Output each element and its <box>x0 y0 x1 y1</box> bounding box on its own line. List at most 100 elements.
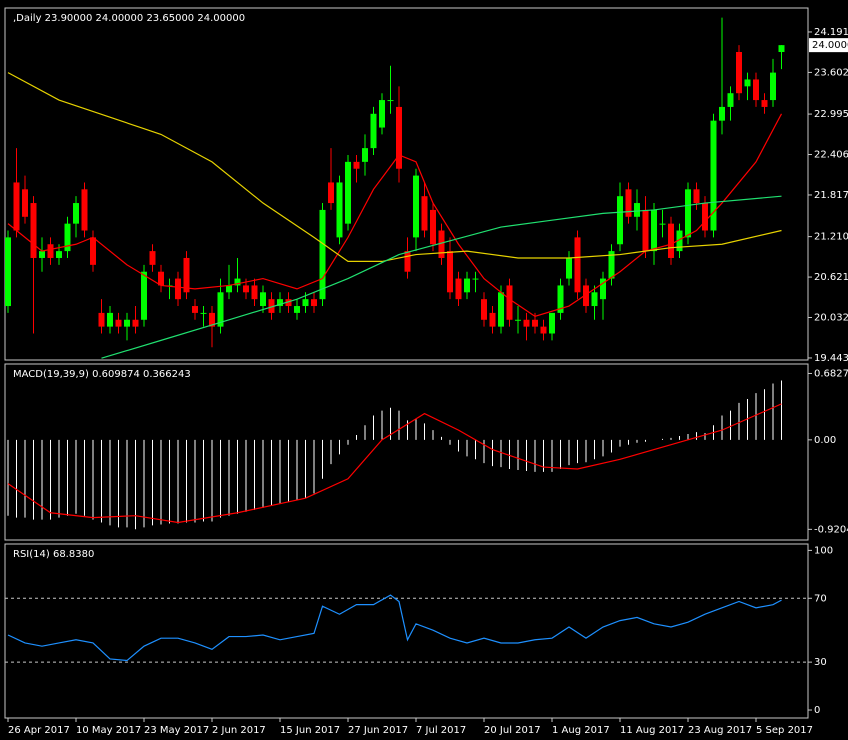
x-tick-label: 23 Aug 2017 <box>688 725 752 736</box>
candle-body <box>549 312 555 334</box>
candle-body <box>200 312 207 314</box>
candle-body <box>608 251 615 279</box>
candle-body <box>73 203 79 224</box>
candle-body <box>243 285 249 293</box>
candle-body <box>81 189 88 231</box>
candle-body <box>328 182 334 204</box>
candle-body <box>107 312 113 327</box>
candle-body <box>591 292 598 307</box>
candle-body <box>574 237 581 293</box>
candle-body <box>47 244 54 258</box>
candle-body <box>370 113 377 149</box>
x-tick-label: 26 Apr 2017 <box>8 725 70 736</box>
candle-body <box>676 230 683 252</box>
candle-body <box>13 182 20 231</box>
candle-body <box>659 223 666 225</box>
price-box <box>809 38 848 53</box>
indicator-line <box>7 594 782 662</box>
candle-body <box>761 100 768 107</box>
candle-body <box>498 292 504 327</box>
candle-body <box>557 285 564 313</box>
candle-body <box>226 285 232 293</box>
candle-body <box>175 278 181 300</box>
candle-body <box>464 278 470 293</box>
candle-body <box>702 203 708 231</box>
candle-body <box>540 326 547 334</box>
x-tick-label: 10 May 2017 <box>76 725 141 736</box>
x-tick-label: 7 Jul 2017 <box>416 725 466 736</box>
candle-body <box>396 106 402 169</box>
x-tick-label: 15 Jun 2017 <box>280 725 340 736</box>
y-tick-label: 21.81780 <box>814 190 848 201</box>
candle-body <box>22 189 28 217</box>
y-tick-label: 20.03280 <box>814 313 848 324</box>
panel-frame <box>4 363 809 541</box>
candle-body <box>64 223 71 252</box>
candle-body <box>719 106 725 121</box>
panel-title: ,Daily 23.90000 24.00000 23.65000 24.000… <box>13 13 245 24</box>
panel-title: RSI(14) 68.8380 <box>13 549 94 560</box>
indicator-line <box>101 195 782 359</box>
candle-body <box>319 209 326 300</box>
x-tick-label: 20 Jul 2017 <box>484 725 541 736</box>
candle-body <box>387 100 394 102</box>
candle-body <box>294 306 300 313</box>
candle-body <box>481 299 487 320</box>
candle-body <box>183 257 190 293</box>
candle-body <box>217 292 224 327</box>
candle-body <box>158 271 164 286</box>
candle-body <box>506 285 513 320</box>
candle-body <box>710 120 717 231</box>
candle-body <box>600 278 606 300</box>
candle-body <box>115 319 122 327</box>
panel-frame <box>4 7 809 361</box>
y-tick-label: 22.40685 <box>814 150 848 161</box>
candle-body <box>192 306 198 313</box>
candle-body <box>336 182 343 238</box>
candle-body <box>268 299 275 313</box>
y-tick-label: 30 <box>814 657 827 668</box>
candle-body <box>141 271 147 320</box>
indicator-line <box>7 72 782 263</box>
y-tick-label: 0.682732 <box>814 368 848 379</box>
candle-body <box>727 93 734 107</box>
candle-body <box>625 189 632 217</box>
x-tick-label: 1 Aug 2017 <box>552 725 610 736</box>
candle-body <box>90 237 96 265</box>
candle-body <box>489 312 496 327</box>
y-tick-label: 0.00 <box>814 435 836 446</box>
x-tick-label: 23 May 2017 <box>144 725 209 736</box>
candle-body <box>472 278 479 280</box>
candle-body <box>685 189 691 238</box>
candle-body <box>642 209 649 252</box>
candle-body <box>413 175 419 238</box>
candle-body <box>311 299 317 307</box>
candle-body <box>39 251 45 258</box>
candle-body <box>515 319 521 321</box>
candle-body <box>124 319 130 327</box>
y-tick-label: 21.2109 <box>814 232 848 243</box>
candle-body <box>455 278 462 300</box>
candle-body <box>744 79 751 87</box>
indicator-line <box>7 113 783 317</box>
candle-body <box>617 196 623 245</box>
candle-body <box>149 251 156 265</box>
candle-body <box>30 203 37 258</box>
candle-body <box>5 237 11 307</box>
y-tick-label: -0.920483 <box>814 524 848 535</box>
candle-body <box>132 319 139 327</box>
candle-body <box>736 52 742 94</box>
candle-body <box>523 319 530 327</box>
y-tick-label: 70 <box>814 593 827 604</box>
y-tick-label: 100 <box>814 545 833 556</box>
candle-body <box>209 312 215 327</box>
candle-body <box>651 209 657 252</box>
indicator-line <box>7 403 782 524</box>
candle-body <box>285 299 292 307</box>
candle-body <box>234 278 241 286</box>
candle-body <box>260 292 266 307</box>
y-tick-label: 19.44375 <box>814 353 848 364</box>
candle-body <box>379 100 385 128</box>
y-tick-label: 24.19185 <box>814 27 848 38</box>
